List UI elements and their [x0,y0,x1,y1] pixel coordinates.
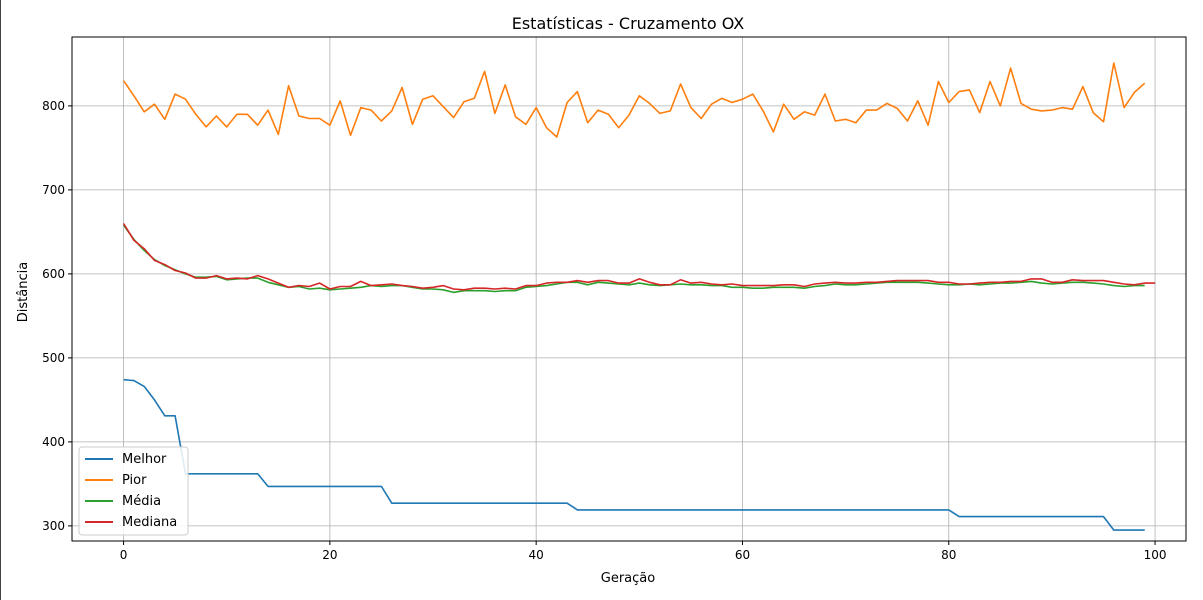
legend-entry: Média [122,494,161,509]
plot-area [71,36,1187,542]
legend-entry: Pior [122,473,147,488]
legend-box [78,446,189,536]
window-edge [0,0,1,600]
x-tick-label: 40 [529,548,544,562]
y-tick-label: 300 [42,519,65,533]
y-tick-label: 600 [42,267,65,281]
series-lines [122,62,1156,531]
x-tick-label: 100 [1144,548,1167,562]
y-axis-label: Distância [16,262,31,322]
x-axis: 0 20 40 60 80 100 [120,541,1167,562]
y-tick-label: 500 [42,351,65,365]
series-line-melhor [123,378,1145,531]
x-tick-label: 20 [322,548,337,562]
x-tick-label: 0 [120,548,128,562]
y-axis: 300 400 500 600 700 800 [42,99,72,533]
chart-title: Estatísticas - Cruzamento OX [512,14,745,33]
x-tick-label: 60 [735,548,750,562]
series-line-mediana [122,223,1156,291]
x-tick-label: 80 [941,548,956,562]
legend: Melhor Pior Média Mediana [78,446,189,536]
y-tick-label: 800 [42,99,65,113]
y-tick-label: 400 [42,435,65,449]
x-axis-label: Geração [601,571,655,586]
grid [72,37,1186,541]
y-tick-label: 700 [42,183,65,197]
legend-entry: Mediana [122,515,177,530]
legend-entry: Melhor [122,452,167,467]
series-line-pior [122,62,1146,138]
